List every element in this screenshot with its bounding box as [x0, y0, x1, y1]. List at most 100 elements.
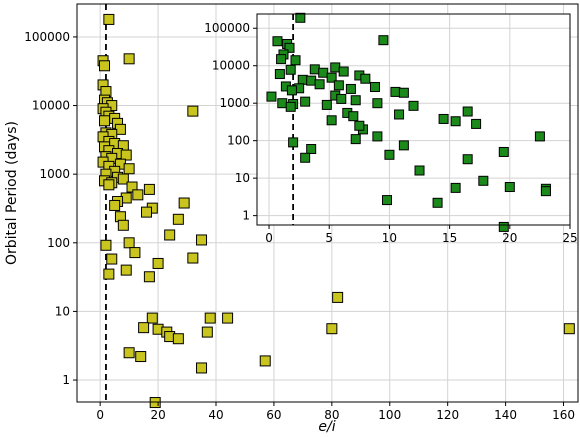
main-x-tick-label: 20 — [150, 408, 165, 422]
inset-data-point — [372, 98, 383, 109]
inset-data-point — [284, 42, 295, 53]
inset-data-point — [540, 186, 551, 197]
inset-data-point — [321, 99, 332, 110]
inset-data-point — [450, 182, 461, 193]
inset-data-point — [297, 74, 308, 85]
main-data-point — [187, 105, 199, 117]
inset-y-tick-label: 10 — [235, 171, 250, 185]
x-axis-label: e/i — [318, 419, 335, 435]
inset-x-tick-label: 15 — [442, 231, 457, 245]
main-data-point — [117, 219, 129, 231]
main-axes-frame — [76, 3, 579, 403]
main-data-point — [135, 351, 147, 363]
main-data-point — [120, 264, 132, 276]
main-data-point — [172, 213, 184, 225]
main-data-point — [106, 253, 118, 265]
inset-data-point — [309, 64, 320, 75]
inset-plot-area — [257, 14, 570, 225]
inset-data-point — [326, 72, 337, 83]
main-data-point — [222, 312, 234, 324]
inset-data-point — [390, 86, 401, 97]
main-data-point — [563, 323, 575, 335]
inset-data-point — [345, 83, 356, 94]
main-data-point — [149, 397, 161, 409]
main-data-point — [196, 362, 208, 374]
inset-data-point — [360, 73, 371, 84]
main-data-point — [326, 323, 338, 335]
inset-data-point — [372, 131, 383, 142]
inset-x-tick-label: 20 — [502, 231, 517, 245]
inset-x-tick-label: 25 — [562, 231, 577, 245]
main-x-tick-label: 100 — [378, 408, 401, 422]
main-data-point — [117, 173, 129, 185]
inset-x-tick-label: 10 — [382, 231, 397, 245]
main-data-point — [146, 312, 158, 324]
main-data-point — [103, 268, 115, 280]
inset-data-point — [290, 55, 301, 66]
main-data-point — [99, 115, 111, 127]
inset-data-point — [277, 98, 288, 109]
main-data-point — [164, 229, 176, 241]
y-axis-label: Orbital Period (days) — [4, 121, 20, 265]
main-data-point — [143, 183, 155, 195]
inset-data-point — [306, 143, 317, 154]
main-data-point — [201, 326, 213, 338]
main-data-point — [259, 355, 271, 367]
inset-data-point — [286, 85, 297, 96]
inset-data-point — [330, 62, 341, 73]
main-data-point — [103, 13, 115, 25]
inset-data-point — [295, 12, 306, 23]
main-x-tick-label: 0 — [96, 408, 104, 422]
main-data-point — [332, 291, 344, 303]
main-data-point — [141, 206, 153, 218]
inset-data-point — [450, 116, 461, 127]
main-y-tick-label: 10000 — [32, 99, 70, 113]
main-data-point — [123, 163, 135, 175]
inset-data-point — [350, 95, 361, 106]
main-x-tick-label: 40 — [208, 408, 223, 422]
inset-data-point — [384, 149, 395, 160]
inset-data-point — [408, 100, 419, 111]
main-y-tick-label: 1000 — [39, 167, 70, 181]
main-data-point — [123, 347, 135, 359]
main-data-point — [138, 322, 150, 334]
main-data-point — [123, 53, 135, 65]
main-data-point — [109, 199, 121, 211]
main-data-point — [120, 149, 132, 161]
inset-data-point — [318, 67, 329, 78]
inset-data-point — [462, 106, 473, 117]
inset-y-tick-label: 10000 — [212, 59, 250, 73]
main-y-tick-label: 100000 — [24, 30, 70, 44]
inset-panel: 0 5 10 15 20 25 1 10 100 1000 10000 100000 — [204, 12, 578, 245]
inset-data-point — [348, 111, 359, 122]
inset-data-point — [534, 131, 545, 142]
inset-data-point — [314, 79, 325, 90]
main-data-point — [123, 237, 135, 249]
inset-data-point — [300, 152, 311, 163]
inset-data-point — [338, 66, 349, 77]
inset-data-point — [354, 120, 365, 131]
main-x-tick-label: 160 — [552, 408, 575, 422]
inset-data-point — [336, 93, 347, 104]
inset-data-point — [266, 91, 277, 102]
main-data-point — [172, 333, 184, 345]
inset-data-point — [378, 35, 389, 46]
inset-data-point — [398, 87, 409, 98]
inset-x-tick-label: 0 — [265, 231, 273, 245]
inset-data-point — [471, 118, 482, 129]
inset-y-tick-label: 1 — [242, 209, 250, 223]
inset-data-point — [276, 54, 287, 65]
main-x-tick-label: 80 — [324, 408, 339, 422]
main-data-point — [126, 181, 138, 193]
main-data-point — [103, 179, 115, 191]
inset-x-tick-label: 5 — [325, 231, 333, 245]
inset-y-tick-label: 100 — [227, 134, 250, 148]
main-x-tick-label: 60 — [266, 408, 281, 422]
main-data-point — [100, 239, 112, 251]
inset-data-point — [306, 75, 317, 86]
main-y-tick-label: 1 — [62, 373, 70, 387]
inset-data-point — [382, 195, 393, 206]
main-data-point — [99, 60, 111, 72]
